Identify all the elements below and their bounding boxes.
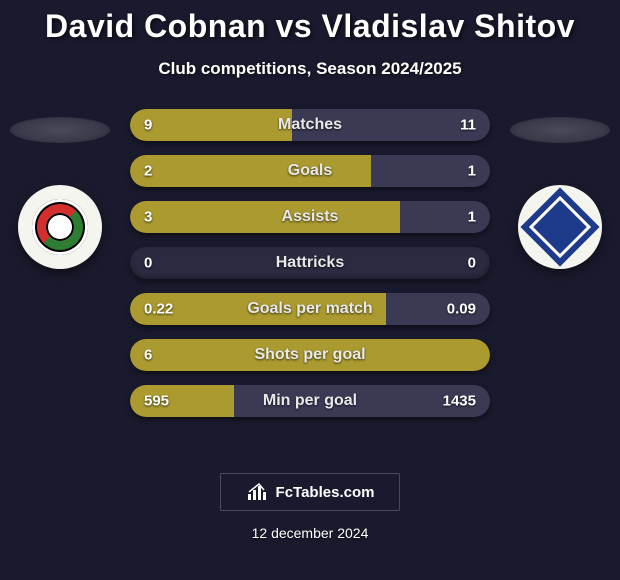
stat-bar-fill-left bbox=[130, 155, 371, 187]
stat-bar-value-left: 6 bbox=[144, 347, 152, 364]
stat-bar: 9 Matches 11 bbox=[130, 109, 490, 141]
stat-bar-value-left: 3 bbox=[144, 209, 152, 226]
stat-bar-value-left: 595 bbox=[144, 393, 169, 410]
player-right-shadow bbox=[510, 117, 610, 143]
stat-bar-fill-right bbox=[400, 201, 490, 233]
stat-bar: 595 Min per goal 1435 bbox=[130, 385, 490, 417]
stat-bar-label: Matches bbox=[278, 116, 342, 134]
stat-bar-label: Min per goal bbox=[263, 392, 357, 410]
stat-bar-fill-left bbox=[130, 109, 292, 141]
krylia-icon bbox=[520, 187, 599, 266]
stat-bar-value-right: 11 bbox=[460, 117, 476, 134]
stat-bar-label: Goals per match bbox=[247, 300, 372, 318]
stat-bar: 6 Shots per goal bbox=[130, 339, 490, 371]
player-left-badge bbox=[18, 185, 102, 269]
stat-bar: 3 Assists 1 bbox=[130, 201, 490, 233]
stat-bar: 2 Goals 1 bbox=[130, 155, 490, 187]
footer-brand-box[interactable]: FcTables.com bbox=[220, 473, 400, 511]
stat-bar-label: Goals bbox=[288, 162, 332, 180]
lokomotiv-icon bbox=[32, 199, 88, 255]
stat-bar-value-left: 0 bbox=[144, 255, 152, 272]
page-subtitle: Club competitions, Season 2024/2025 bbox=[0, 59, 620, 79]
stat-bar-value-left: 0.22 bbox=[144, 301, 173, 318]
stat-bar: 0.22 Goals per match 0.09 bbox=[130, 293, 490, 325]
stat-bar-value-left: 2 bbox=[144, 163, 152, 180]
stat-bar-label: Shots per goal bbox=[254, 346, 365, 364]
stat-bar-value-right: 1435 bbox=[443, 393, 476, 410]
stat-bar-fill-left bbox=[130, 201, 400, 233]
player-right-column bbox=[500, 109, 620, 269]
player-left-column bbox=[0, 109, 120, 269]
stat-bar-value-right: 0 bbox=[468, 255, 476, 272]
stat-bar-value-left: 9 bbox=[144, 117, 152, 134]
page-title: David Cobnan vs Vladislav Shitov bbox=[0, 0, 620, 45]
comparison-body: 9 Matches 11 2 Goals 1 3 Assists 1 0 Hattricks 0 0.2… bbox=[0, 109, 620, 449]
stat-bar-value-right: 0.09 bbox=[447, 301, 476, 318]
stat-bar-label: Assists bbox=[282, 208, 339, 226]
stat-bar: 0 Hattricks 0 bbox=[130, 247, 490, 279]
stat-bar-label: Hattricks bbox=[276, 254, 344, 272]
page-date: 12 december 2024 bbox=[0, 525, 620, 541]
chart-icon bbox=[246, 482, 270, 502]
footer-brand-text: FcTables.com bbox=[276, 484, 375, 501]
player-left-shadow bbox=[10, 117, 110, 143]
stats-bars: 9 Matches 11 2 Goals 1 3 Assists 1 0 Hattricks 0 0.2… bbox=[130, 109, 490, 431]
stat-bar-value-right: 1 bbox=[468, 163, 476, 180]
stat-bar-value-right: 1 bbox=[468, 209, 476, 226]
player-right-badge bbox=[518, 185, 602, 269]
